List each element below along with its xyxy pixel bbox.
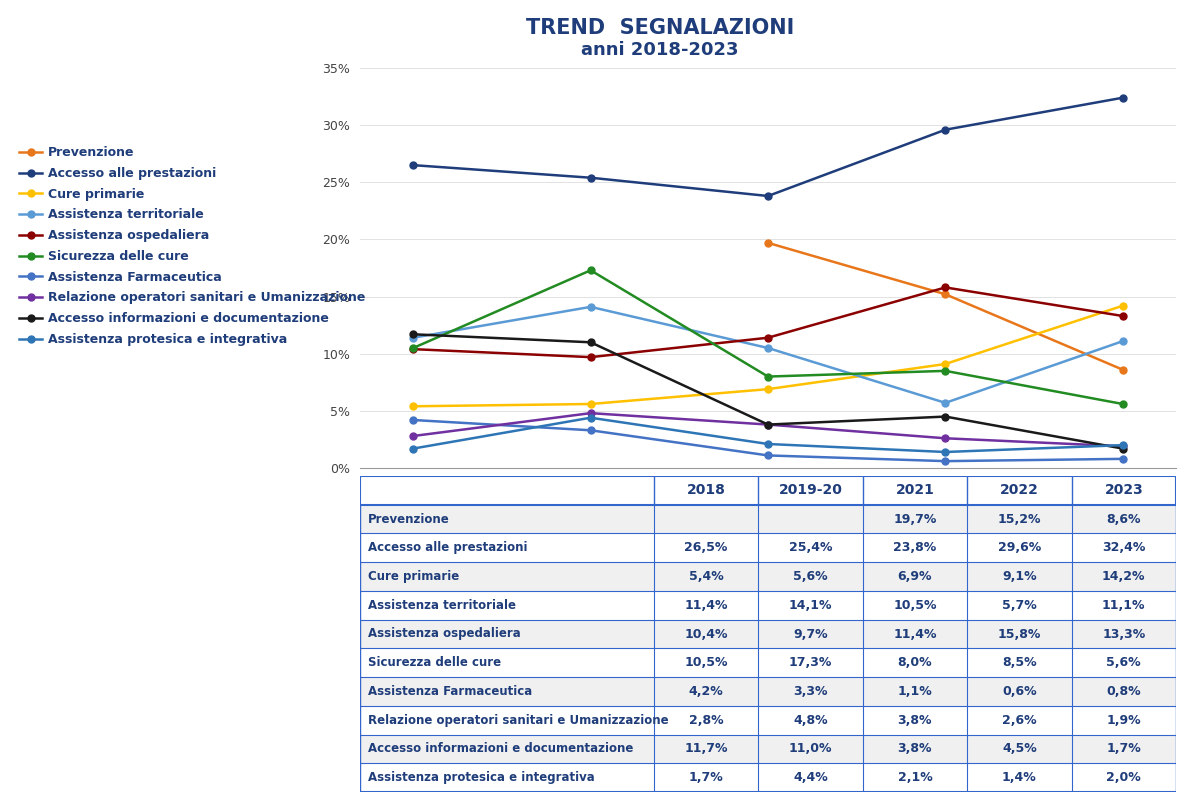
- Text: 4,2%: 4,2%: [689, 685, 724, 698]
- Bar: [360, 562, 1176, 591]
- Bar: [360, 476, 1176, 505]
- Text: Relazione operatori sanitari e Umanizzazione: Relazione operatori sanitari e Umanizzaz…: [368, 714, 668, 726]
- Text: Assistenza territoriale: Assistenza territoriale: [368, 598, 516, 612]
- Text: 14,2%: 14,2%: [1102, 570, 1146, 583]
- Text: Prevenzione: Prevenzione: [368, 513, 450, 526]
- Text: 5,6%: 5,6%: [1106, 656, 1141, 670]
- Text: 4,5%: 4,5%: [1002, 742, 1037, 755]
- Text: 4,8%: 4,8%: [793, 714, 828, 726]
- Text: 1,7%: 1,7%: [1106, 742, 1141, 755]
- Text: Assistenza ospedaliera: Assistenza ospedaliera: [368, 627, 521, 641]
- Text: 3,8%: 3,8%: [898, 714, 932, 726]
- Text: 0,8%: 0,8%: [1106, 685, 1141, 698]
- Text: 17,3%: 17,3%: [788, 656, 832, 670]
- Text: 10,5%: 10,5%: [684, 656, 727, 670]
- Bar: [360, 706, 1176, 734]
- Text: 2018: 2018: [686, 483, 726, 498]
- Bar: [360, 677, 1176, 706]
- Legend: Prevenzione, Accesso alle prestazioni, Cure primarie, Assistenza territoriale, A: Prevenzione, Accesso alle prestazioni, C…: [19, 146, 366, 346]
- Text: 25,4%: 25,4%: [788, 542, 832, 554]
- Bar: [360, 763, 1176, 792]
- Text: Accesso alle prestazioni: Accesso alle prestazioni: [368, 542, 528, 554]
- Text: 11,0%: 11,0%: [788, 742, 832, 755]
- Text: Assistenza Farmaceutica: Assistenza Farmaceutica: [368, 685, 533, 698]
- Text: Cure primarie: Cure primarie: [368, 570, 460, 583]
- Text: 13,3%: 13,3%: [1102, 627, 1146, 641]
- Text: 9,7%: 9,7%: [793, 627, 828, 641]
- Text: 2,1%: 2,1%: [898, 771, 932, 784]
- Text: 8,5%: 8,5%: [1002, 656, 1037, 670]
- Text: 11,7%: 11,7%: [684, 742, 727, 755]
- Bar: [360, 505, 1176, 534]
- Text: TREND  SEGNALAZIONI: TREND SEGNALAZIONI: [526, 18, 794, 38]
- Text: 3,8%: 3,8%: [898, 742, 932, 755]
- Text: 1,7%: 1,7%: [689, 771, 724, 784]
- Text: 1,4%: 1,4%: [1002, 771, 1037, 784]
- Text: 10,4%: 10,4%: [684, 627, 727, 641]
- Text: 3,3%: 3,3%: [793, 685, 828, 698]
- Text: 6,9%: 6,9%: [898, 570, 932, 583]
- Text: 2023: 2023: [1104, 483, 1144, 498]
- Text: 5,6%: 5,6%: [793, 570, 828, 583]
- Text: Assistenza protesica e integrativa: Assistenza protesica e integrativa: [368, 771, 595, 784]
- Text: 23,8%: 23,8%: [893, 542, 936, 554]
- Text: 10,5%: 10,5%: [893, 598, 937, 612]
- Text: 11,4%: 11,4%: [893, 627, 937, 641]
- Text: 26,5%: 26,5%: [684, 542, 727, 554]
- Text: Sicurezza delle cure: Sicurezza delle cure: [368, 656, 502, 670]
- Bar: [360, 591, 1176, 620]
- Text: 14,1%: 14,1%: [788, 598, 832, 612]
- Text: 29,6%: 29,6%: [997, 542, 1040, 554]
- Bar: [360, 648, 1176, 677]
- Text: 2022: 2022: [1000, 483, 1039, 498]
- Text: 9,1%: 9,1%: [1002, 570, 1037, 583]
- Text: 1,1%: 1,1%: [898, 685, 932, 698]
- Bar: [360, 620, 1176, 648]
- Text: 2019-20: 2019-20: [779, 483, 842, 498]
- Text: 11,1%: 11,1%: [1102, 598, 1146, 612]
- Text: 5,4%: 5,4%: [689, 570, 724, 583]
- Text: 2021: 2021: [895, 483, 935, 498]
- Text: Accesso informazioni e documentazione: Accesso informazioni e documentazione: [368, 742, 634, 755]
- Text: 2,0%: 2,0%: [1106, 771, 1141, 784]
- Text: 2,6%: 2,6%: [1002, 714, 1037, 726]
- Text: 15,8%: 15,8%: [997, 627, 1042, 641]
- Text: anni 2018-2023: anni 2018-2023: [581, 41, 739, 58]
- Text: 8,6%: 8,6%: [1106, 513, 1141, 526]
- Text: 8,0%: 8,0%: [898, 656, 932, 670]
- Text: 0,6%: 0,6%: [1002, 685, 1037, 698]
- Text: 15,2%: 15,2%: [997, 513, 1042, 526]
- Text: 1,9%: 1,9%: [1106, 714, 1141, 726]
- Text: 32,4%: 32,4%: [1102, 542, 1146, 554]
- Bar: [360, 534, 1176, 562]
- Text: 4,4%: 4,4%: [793, 771, 828, 784]
- Text: 2,8%: 2,8%: [689, 714, 724, 726]
- Bar: [360, 734, 1176, 763]
- Text: 19,7%: 19,7%: [893, 513, 936, 526]
- Text: 11,4%: 11,4%: [684, 598, 727, 612]
- Text: 5,7%: 5,7%: [1002, 598, 1037, 612]
